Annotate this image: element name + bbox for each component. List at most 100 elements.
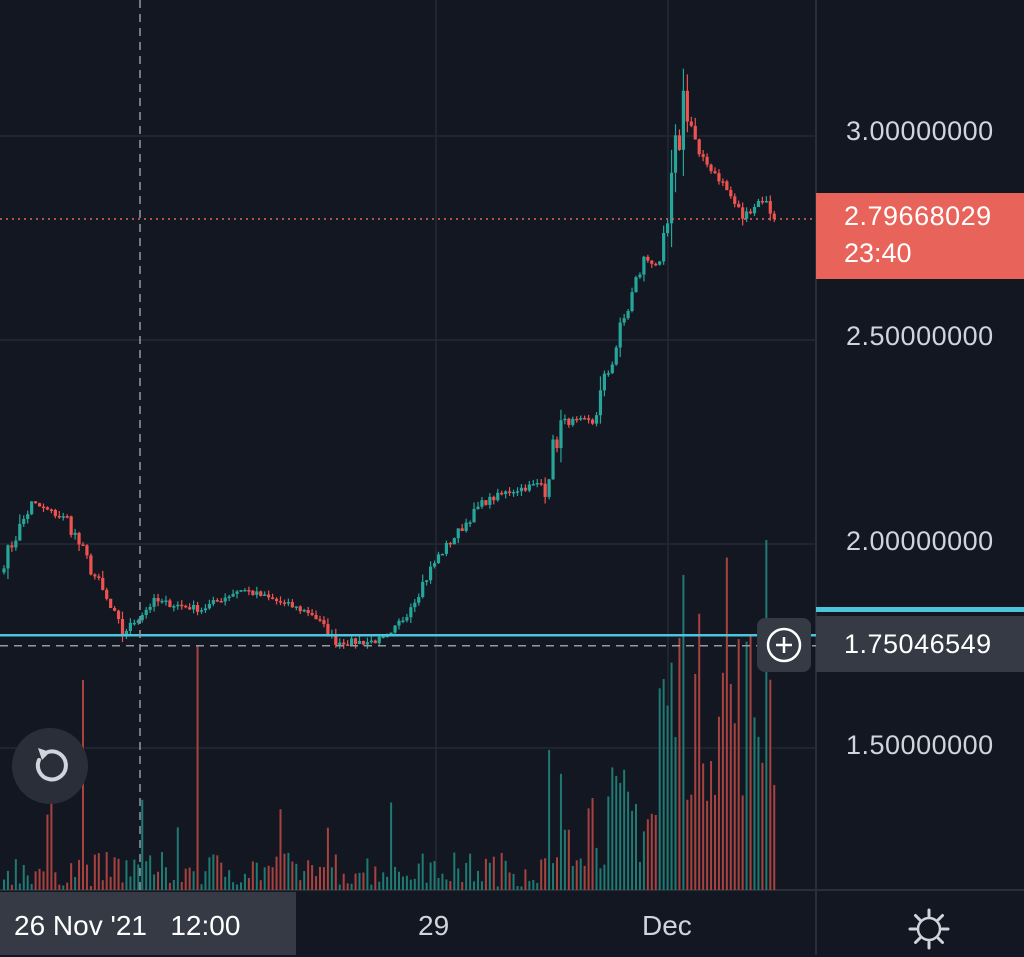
volume-bar [62, 885, 65, 890]
candle-body [662, 233, 666, 262]
volume-bar [445, 879, 448, 890]
plus-circle-icon [766, 627, 802, 663]
candle-body [409, 607, 413, 618]
candle-body [113, 608, 117, 611]
candle-body [733, 196, 737, 204]
volume-bar [729, 683, 732, 890]
volume-bar [670, 662, 673, 890]
volume-bar [346, 883, 349, 890]
volume-bar [417, 863, 420, 890]
volume-bar [180, 881, 183, 890]
candle-body [590, 419, 595, 424]
candle-body [41, 506, 46, 509]
volume-bar [627, 791, 630, 890]
candle-body [587, 418, 591, 420]
candle-body [460, 528, 464, 531]
crosshair-time-badge [0, 892, 296, 955]
volume-bar [338, 884, 341, 890]
candle-body [701, 154, 705, 157]
volume-bar [342, 873, 345, 890]
volume-bar [121, 882, 124, 890]
volume-bar [89, 885, 92, 890]
candle-body [34, 501, 38, 504]
candle-body [492, 496, 496, 501]
candle-body [105, 589, 109, 599]
volume-bar [398, 871, 400, 890]
volume-bar [105, 852, 108, 890]
candle-body [310, 613, 314, 615]
volume-bar [3, 879, 5, 890]
last-price-label: 2.79668029 23:40 [816, 193, 1024, 279]
candle-body [286, 602, 290, 604]
volume-bar [690, 794, 693, 890]
price-tick-3: 3.00000000 [846, 116, 994, 146]
candle-body [124, 631, 129, 635]
candle-body [274, 598, 279, 602]
volume-bar [528, 881, 531, 890]
candle-body [203, 608, 208, 611]
volume-bar [319, 866, 321, 890]
candle-body [381, 636, 385, 638]
volume-bar [255, 862, 258, 890]
volume-bar [38, 868, 41, 890]
candle-body [109, 598, 113, 609]
volume-bar [34, 871, 37, 890]
volume-bar [326, 827, 329, 890]
candle-body [547, 479, 551, 497]
candle-body [745, 211, 749, 219]
candle-body [93, 574, 97, 577]
volume-bar [721, 672, 724, 890]
volume-bar [18, 883, 21, 890]
candle-body [504, 491, 508, 494]
volume-bar [78, 859, 81, 890]
candle-body [259, 591, 263, 596]
reset-chart-button[interactable] [12, 728, 88, 804]
add-alert-button[interactable] [757, 618, 811, 672]
volume-bar [761, 762, 764, 890]
volume-bar [437, 877, 440, 890]
volume-bar [457, 868, 460, 890]
settings-button[interactable] [906, 906, 952, 952]
volume-bar [204, 871, 207, 890]
candle-body [148, 606, 152, 610]
candle-body [610, 364, 614, 374]
candle-body [713, 171, 717, 174]
volume-bar [449, 881, 452, 890]
volume-bar [311, 865, 314, 890]
candle-body [318, 619, 322, 621]
candle-body [6, 545, 10, 569]
volume-bar [717, 716, 720, 890]
candle-body [152, 597, 156, 607]
candle-body [748, 211, 753, 214]
candle-body [373, 640, 377, 644]
volume-bar [66, 882, 69, 890]
candle-body [140, 614, 144, 621]
candle-body [132, 622, 136, 625]
candle-body [618, 322, 622, 348]
candle-body [401, 620, 405, 622]
volume-bar [168, 882, 171, 890]
candle-body [271, 597, 275, 599]
volume-bar [271, 867, 274, 890]
volume-bar [425, 882, 428, 890]
volume-bar [757, 736, 760, 890]
volume-bar [322, 867, 325, 890]
candle-body [634, 277, 638, 293]
candle-body [290, 602, 294, 608]
candle-body [677, 135, 682, 150]
volume-bar [405, 875, 408, 890]
volume-bar [477, 870, 479, 890]
candle-body [488, 496, 492, 505]
volume-bar [556, 857, 558, 890]
volume-bar [583, 865, 586, 890]
price-tick-1-5: 1.50000000 [846, 730, 994, 760]
candle-body [693, 125, 697, 140]
candle-body [472, 508, 476, 523]
candle-body [61, 516, 65, 518]
candle-body [73, 532, 77, 535]
candle-body [211, 600, 215, 605]
volume-bar [82, 680, 84, 890]
candle-body [496, 492, 500, 501]
volume-bar [520, 886, 523, 890]
